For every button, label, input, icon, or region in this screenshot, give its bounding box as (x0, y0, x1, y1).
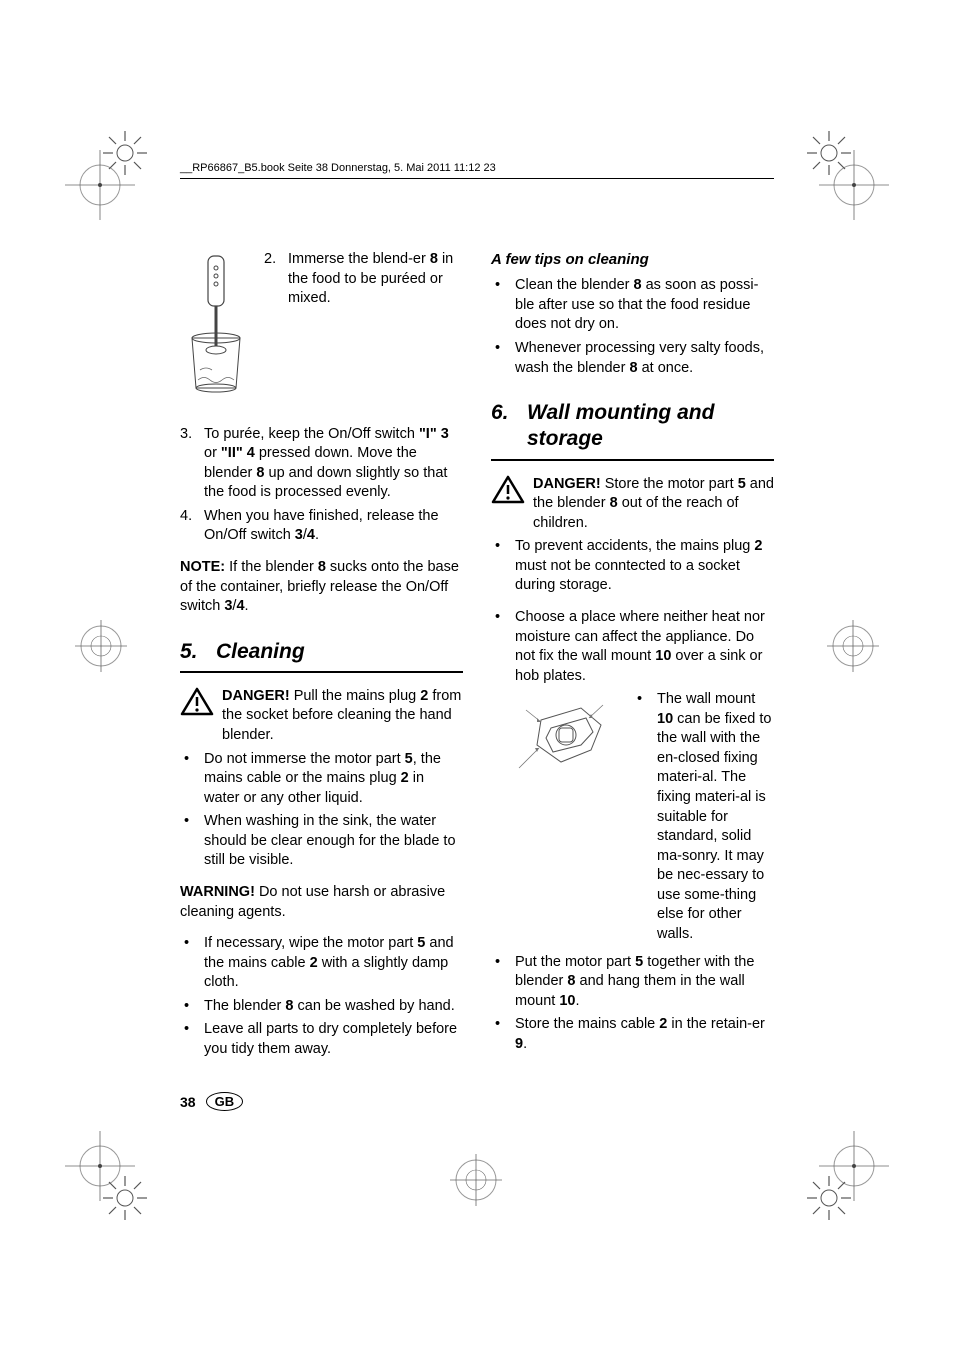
bullet-text: Clean the blender 8 as soon as possi-ble… (515, 276, 774, 335)
bullet: • (491, 276, 515, 335)
section-6-heading: 6. Wall mounting and storage (491, 400, 774, 453)
bullet-text: Do not immerse the motor part 5, the mai… (204, 750, 463, 809)
danger-text: DANGER! Pull the mains plug 2 from the s… (222, 687, 463, 746)
bullet-text: Whenever processing very salty foods, wa… (515, 339, 774, 378)
bullet-text: Choose a place where neither heat nor mo… (515, 608, 774, 686)
bullet-text: The wall mount 10 can be fixed to the wa… (657, 690, 774, 944)
language-badge: GB (206, 1092, 244, 1111)
section-rule (180, 671, 463, 673)
bullet: • (180, 997, 204, 1017)
sun-mark-bottom-left (95, 1168, 155, 1228)
sun-mark-top-left (95, 123, 155, 183)
step-number: 4. (180, 507, 204, 546)
sun-mark-bottom-right (799, 1168, 859, 1228)
warning-paragraph: WARNING! Do not use harsh or abrasive cl… (180, 883, 463, 922)
note-paragraph: NOTE: If the blender 8 sucks onto the ba… (180, 558, 463, 617)
bullet: • (180, 934, 204, 993)
tips-subheading: A few tips on cleaning (491, 250, 774, 270)
right-column: A few tips on cleaning • Clean the blend… (491, 250, 774, 1063)
header-text: __RP66867_B5.book Seite 38 Donnerstag, 5… (180, 162, 496, 174)
sun-mark-top-right (799, 123, 859, 183)
bullet-text: To prevent accidents, the mains plug 2 m… (515, 537, 774, 596)
bullet-text: If necessary, wipe the motor part 5 and … (204, 934, 463, 993)
danger-icon (180, 687, 214, 746)
bullet-text: Leave all parts to dry completely before… (204, 1020, 463, 1059)
header-rule (180, 178, 774, 179)
blender-illustration (180, 250, 252, 407)
step-text: Immerse the blend-er 8 in the food to be… (288, 250, 463, 403)
step-text: When you have finished, release the On/O… (204, 507, 463, 546)
danger-text: DANGER! Store the motor part 5 and the b… (533, 475, 774, 534)
bullet: • (180, 812, 204, 871)
bullet-text: When washing in the sink, the water shou… (204, 812, 463, 871)
section-5-heading: 5. Cleaning (180, 639, 463, 665)
bullet-text: The blender 8 can be washed by hand. (204, 997, 463, 1017)
reg-mark-left (75, 620, 127, 672)
wall-mount-illustration (511, 690, 621, 944)
bullet: • (491, 953, 515, 1012)
bullet: • (633, 690, 657, 944)
bullet: • (491, 537, 515, 596)
page-number: 38 (180, 1094, 196, 1110)
danger-icon (491, 475, 525, 534)
bullet: • (491, 339, 515, 378)
page-footer: 38 GB (180, 1092, 243, 1111)
left-column: 2. Immerse the blend-er 8 in the food to… (180, 250, 463, 1063)
step-text: To purée, keep the On/Off switch "I" 3 o… (204, 425, 463, 503)
bullet: • (180, 750, 204, 809)
bullet: • (491, 608, 515, 686)
bullet-text: Put the motor part 5 together with the b… (515, 953, 774, 1012)
bullet: • (180, 1020, 204, 1059)
bullet: • (491, 1015, 515, 1054)
content-area: 2. Immerse the blend-er 8 in the food to… (180, 250, 774, 1063)
section-rule (491, 459, 774, 461)
bullet-text: Store the mains cable 2 in the retain-er… (515, 1015, 774, 1054)
step-number: 2. (264, 250, 288, 403)
step-number: 3. (180, 425, 204, 503)
reg-mark-bottom-center (450, 1154, 502, 1206)
reg-mark-right (827, 620, 879, 672)
